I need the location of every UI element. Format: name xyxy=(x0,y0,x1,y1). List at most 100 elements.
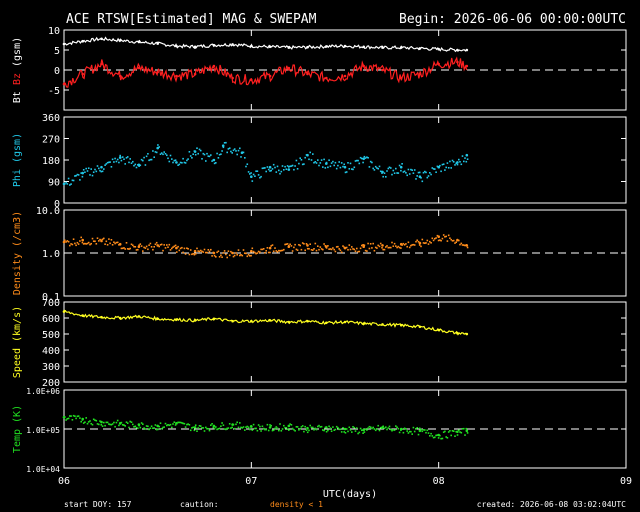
data-point xyxy=(149,242,152,245)
data-point xyxy=(315,162,318,164)
data-point xyxy=(250,254,252,257)
data-point xyxy=(385,246,387,248)
data-point xyxy=(199,249,202,252)
data-point xyxy=(101,425,104,427)
data-point xyxy=(99,420,101,422)
data-point xyxy=(156,317,159,321)
data-point xyxy=(105,163,108,165)
data-point xyxy=(300,426,303,428)
data-point xyxy=(291,250,294,252)
data-point xyxy=(240,156,242,158)
data-point xyxy=(402,171,405,173)
y-tick-label: 180 xyxy=(42,156,60,167)
data-point xyxy=(343,427,347,431)
data-point xyxy=(327,166,329,169)
data-point xyxy=(374,165,377,168)
data-point xyxy=(70,243,72,245)
data-point xyxy=(464,157,466,159)
data-point xyxy=(353,166,356,169)
data-point xyxy=(137,40,141,44)
data-point xyxy=(334,161,337,164)
data-point xyxy=(343,320,347,324)
data-point xyxy=(412,172,415,174)
data-point xyxy=(343,431,345,433)
data-point xyxy=(157,428,159,431)
data-point xyxy=(378,245,381,248)
data-point xyxy=(262,167,265,169)
data-point xyxy=(460,163,463,166)
data-point xyxy=(362,428,366,432)
data-point xyxy=(319,246,322,248)
data-point xyxy=(113,421,115,424)
data-point xyxy=(402,431,405,434)
data-point xyxy=(265,170,267,173)
data-point xyxy=(72,179,75,182)
data-point xyxy=(158,245,160,248)
data-point xyxy=(163,151,165,153)
data-point xyxy=(70,415,72,417)
data-point xyxy=(233,148,236,150)
data-point xyxy=(202,251,205,253)
data-point xyxy=(312,249,314,251)
data-point xyxy=(305,243,308,245)
data-point xyxy=(318,424,320,427)
y-tick-label: 200 xyxy=(42,378,60,389)
data-point xyxy=(306,153,309,157)
data-point xyxy=(411,169,413,171)
data-point xyxy=(291,427,294,430)
data-point xyxy=(76,241,79,244)
data-point xyxy=(239,254,241,257)
y-tick-label: 0 xyxy=(54,66,60,77)
data-point xyxy=(197,427,199,429)
data-point xyxy=(395,245,397,247)
data-point xyxy=(293,168,295,171)
data-point xyxy=(183,161,186,164)
data-point xyxy=(411,433,413,435)
data-point xyxy=(288,429,290,431)
y-axis-label-part: Bt xyxy=(12,91,23,103)
data-point xyxy=(153,156,155,158)
data-point xyxy=(110,239,113,241)
data-point xyxy=(196,247,198,250)
data-point xyxy=(362,64,366,68)
data-point xyxy=(115,421,118,424)
data-point xyxy=(412,243,415,246)
data-point xyxy=(140,422,143,424)
data-point xyxy=(76,173,79,176)
data-point xyxy=(295,426,298,428)
data-point xyxy=(442,163,445,165)
data-point xyxy=(87,241,90,244)
data-point xyxy=(446,240,449,242)
data-point xyxy=(454,164,456,166)
data-point xyxy=(139,426,142,429)
data-point xyxy=(294,243,296,246)
data-point xyxy=(188,424,191,426)
data-point xyxy=(186,159,188,162)
data-point xyxy=(167,157,169,160)
data-point xyxy=(431,435,434,437)
data-point xyxy=(77,174,80,176)
data-point xyxy=(357,432,359,435)
data-point xyxy=(281,428,284,430)
data-point xyxy=(92,240,95,242)
data-point xyxy=(332,247,334,249)
data-point xyxy=(286,243,289,245)
data-point xyxy=(434,168,436,170)
data-point xyxy=(322,248,324,251)
data-point xyxy=(244,157,246,159)
data-point xyxy=(254,251,256,254)
data-point xyxy=(100,315,103,319)
y-tick-label: 600 xyxy=(42,314,60,325)
data-point xyxy=(421,430,424,433)
data-point xyxy=(193,426,197,429)
data-point xyxy=(304,425,306,428)
data-point xyxy=(98,240,100,242)
data-point xyxy=(240,426,242,429)
data-point xyxy=(422,171,425,174)
data-point xyxy=(232,255,235,258)
data-point xyxy=(85,167,87,170)
data-point xyxy=(362,161,364,164)
data-point xyxy=(72,238,75,240)
data-point xyxy=(75,244,77,247)
data-point xyxy=(65,181,67,184)
